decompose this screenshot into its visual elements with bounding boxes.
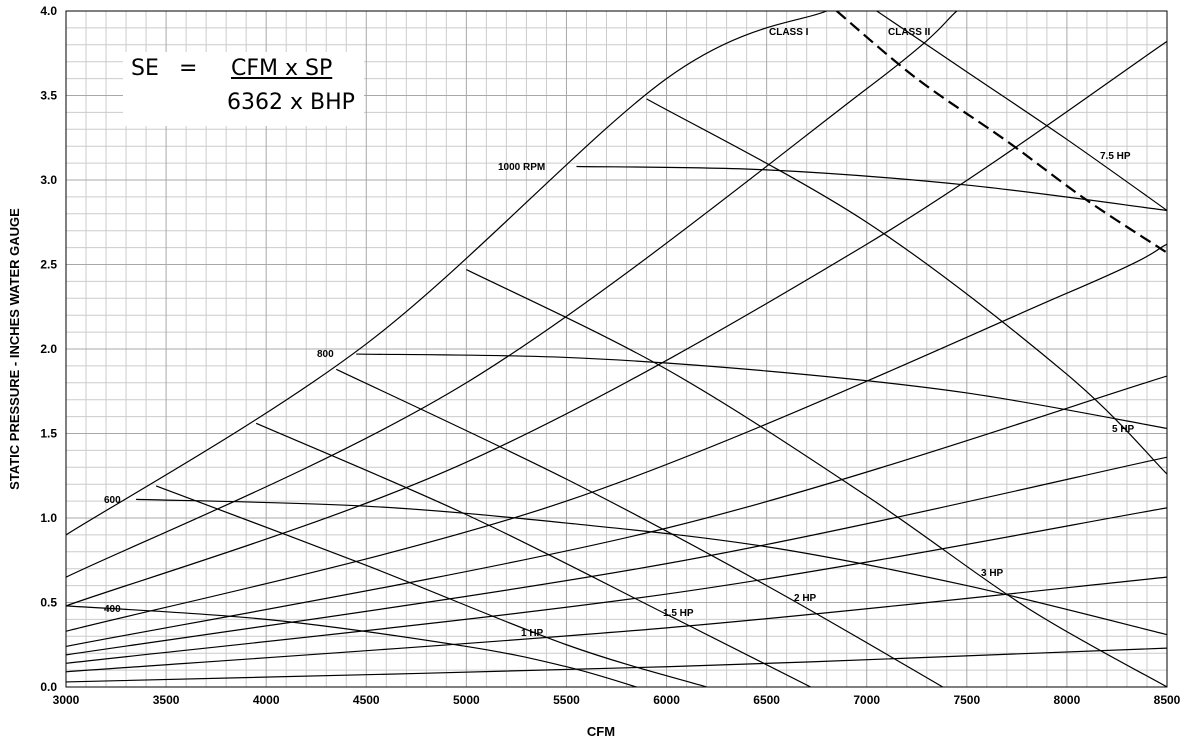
x-tick-label: 5000 xyxy=(453,693,480,707)
system-resistance-curve xyxy=(66,647,1167,683)
y-tick-label: 3.0 xyxy=(40,173,57,187)
formula-numerator: CFM x SP xyxy=(231,56,333,81)
class-boundary-line xyxy=(835,11,1167,254)
y-tick-label: 0.5 xyxy=(40,596,57,610)
hp-label-3: 3 HP xyxy=(981,568,1004,579)
system-resistance-curve xyxy=(66,456,1167,656)
rpm-curve xyxy=(136,498,1167,636)
rpm-curve xyxy=(356,353,1167,430)
rpm-label-600: 600 xyxy=(104,495,121,506)
y-tick-label: 0.0 xyxy=(40,680,57,694)
hp-curve xyxy=(255,422,811,687)
x-tick-label: 4500 xyxy=(353,693,380,707)
rpm-label-800: 800 xyxy=(317,349,334,360)
x-axis-title: CFM xyxy=(587,724,615,739)
hp-curve xyxy=(646,98,1167,475)
x-tick-label: 5500 xyxy=(553,693,580,707)
hp-curve xyxy=(876,11,1167,211)
y-tick-label: 1.0 xyxy=(40,511,57,525)
y-tick-label: 2.5 xyxy=(40,258,57,272)
system-resistance-curve xyxy=(66,11,958,578)
x-axis-ticks: 3000 3500 4000 4500 5000 5500 6000 6500 7000 7500… xyxy=(53,693,1181,707)
y-axis-ticks: 0.0 0.5 1.0 1.5 2.0 2.5 3.0 3.5 4.0 xyxy=(40,4,57,694)
class-ii-label: CLASS II xyxy=(888,27,930,38)
class-i-label: CLASS I xyxy=(769,27,809,38)
hp-label-7-5: 7.5 HP xyxy=(1100,151,1131,162)
x-tick-label: 4000 xyxy=(253,693,280,707)
x-tick-label: 3500 xyxy=(153,693,180,707)
x-tick-label: 7500 xyxy=(953,693,980,707)
x-tick-label: 6500 xyxy=(753,693,780,707)
curve-annotations: 1000 RPM 800 600 400 1 HP 1.5 HP 2 HP 3 HP 5 HP 7… xyxy=(104,27,1135,639)
hp-label-1-5: 1.5 HP xyxy=(663,608,694,619)
rpm-label-1000: 1000 RPM xyxy=(498,162,545,173)
specific-efficiency-formula: SE = CFM x SP 6362 x BHP xyxy=(123,52,364,126)
system-resistance-curve xyxy=(66,576,1167,673)
hp-label-5: 5 HP xyxy=(1112,424,1135,435)
system-resistance-curve xyxy=(66,243,1167,632)
y-tick-label: 1.5 xyxy=(40,427,57,441)
y-tick-label: 4.0 xyxy=(40,4,57,18)
x-tick-label: 8000 xyxy=(1054,693,1081,707)
x-tick-label: 3000 xyxy=(53,693,80,707)
hp-curve xyxy=(155,485,707,687)
x-tick-label: 6000 xyxy=(653,693,680,707)
hp-label-1: 1 HP xyxy=(521,628,544,639)
x-tick-label: 7000 xyxy=(853,693,880,707)
hp-curve xyxy=(335,368,944,687)
rpm-curve xyxy=(66,605,637,687)
system-resistance-curve xyxy=(66,40,1167,607)
hp-curve xyxy=(466,269,1167,687)
rpm-label-400: 400 xyxy=(104,604,121,615)
formula-lhs: SE xyxy=(131,56,159,81)
system-resistance-curve xyxy=(66,507,1167,664)
system-resistance-curve xyxy=(66,375,1167,648)
hp-label-2: 2 HP xyxy=(794,593,817,604)
system-resistance-curve xyxy=(66,11,827,536)
x-tick-label: 8500 xyxy=(1154,693,1181,707)
plot-frame xyxy=(65,10,1168,688)
y-tick-label: 3.5 xyxy=(40,89,57,103)
curves-layer xyxy=(66,11,1167,687)
y-tick-label: 2.0 xyxy=(40,342,57,356)
rpm-curve xyxy=(576,165,1167,212)
y-axis-title: STATIC PRESSURE - INCHES WATER GAUGE xyxy=(7,208,22,490)
formula-denominator: 6362 x BHP xyxy=(227,90,355,115)
formula-equals: = xyxy=(179,56,198,81)
